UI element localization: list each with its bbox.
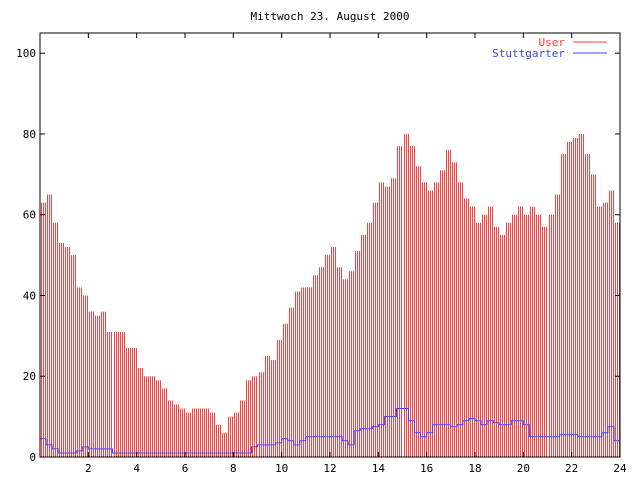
x-tick-label: 22	[565, 462, 578, 475]
stuttgarter-line	[40, 408, 620, 454]
legend-user-label: User	[539, 36, 566, 49]
y-tick-label: 80	[23, 128, 36, 141]
x-tick-label: 10	[275, 462, 288, 475]
legend-stuttgarter-label: Stuttgarter	[492, 47, 565, 60]
chart-title: Mittwoch 23. August 2000	[251, 10, 410, 23]
user-bars	[41, 133, 620, 457]
x-tick-label: 16	[420, 462, 433, 475]
x-tick-label: 2	[85, 462, 92, 475]
y-tick-label: 100	[16, 47, 36, 60]
y-tick-label: 0	[29, 451, 36, 464]
y-tick-label: 40	[23, 289, 36, 302]
x-tick-label: 20	[517, 462, 530, 475]
x-tick-label: 14	[372, 462, 386, 475]
x-tick-label: 18	[468, 462, 481, 475]
x-tick-label: 4	[133, 462, 140, 475]
x-tick-label: 6	[182, 462, 189, 475]
x-tick-label: 8	[230, 462, 237, 475]
legend: User Stuttgarter	[492, 36, 607, 60]
y-tick-label: 60	[23, 209, 36, 222]
x-tick-label: 24	[613, 462, 627, 475]
x-tick-label: 12	[323, 462, 336, 475]
y-tick-label: 20	[23, 370, 36, 383]
